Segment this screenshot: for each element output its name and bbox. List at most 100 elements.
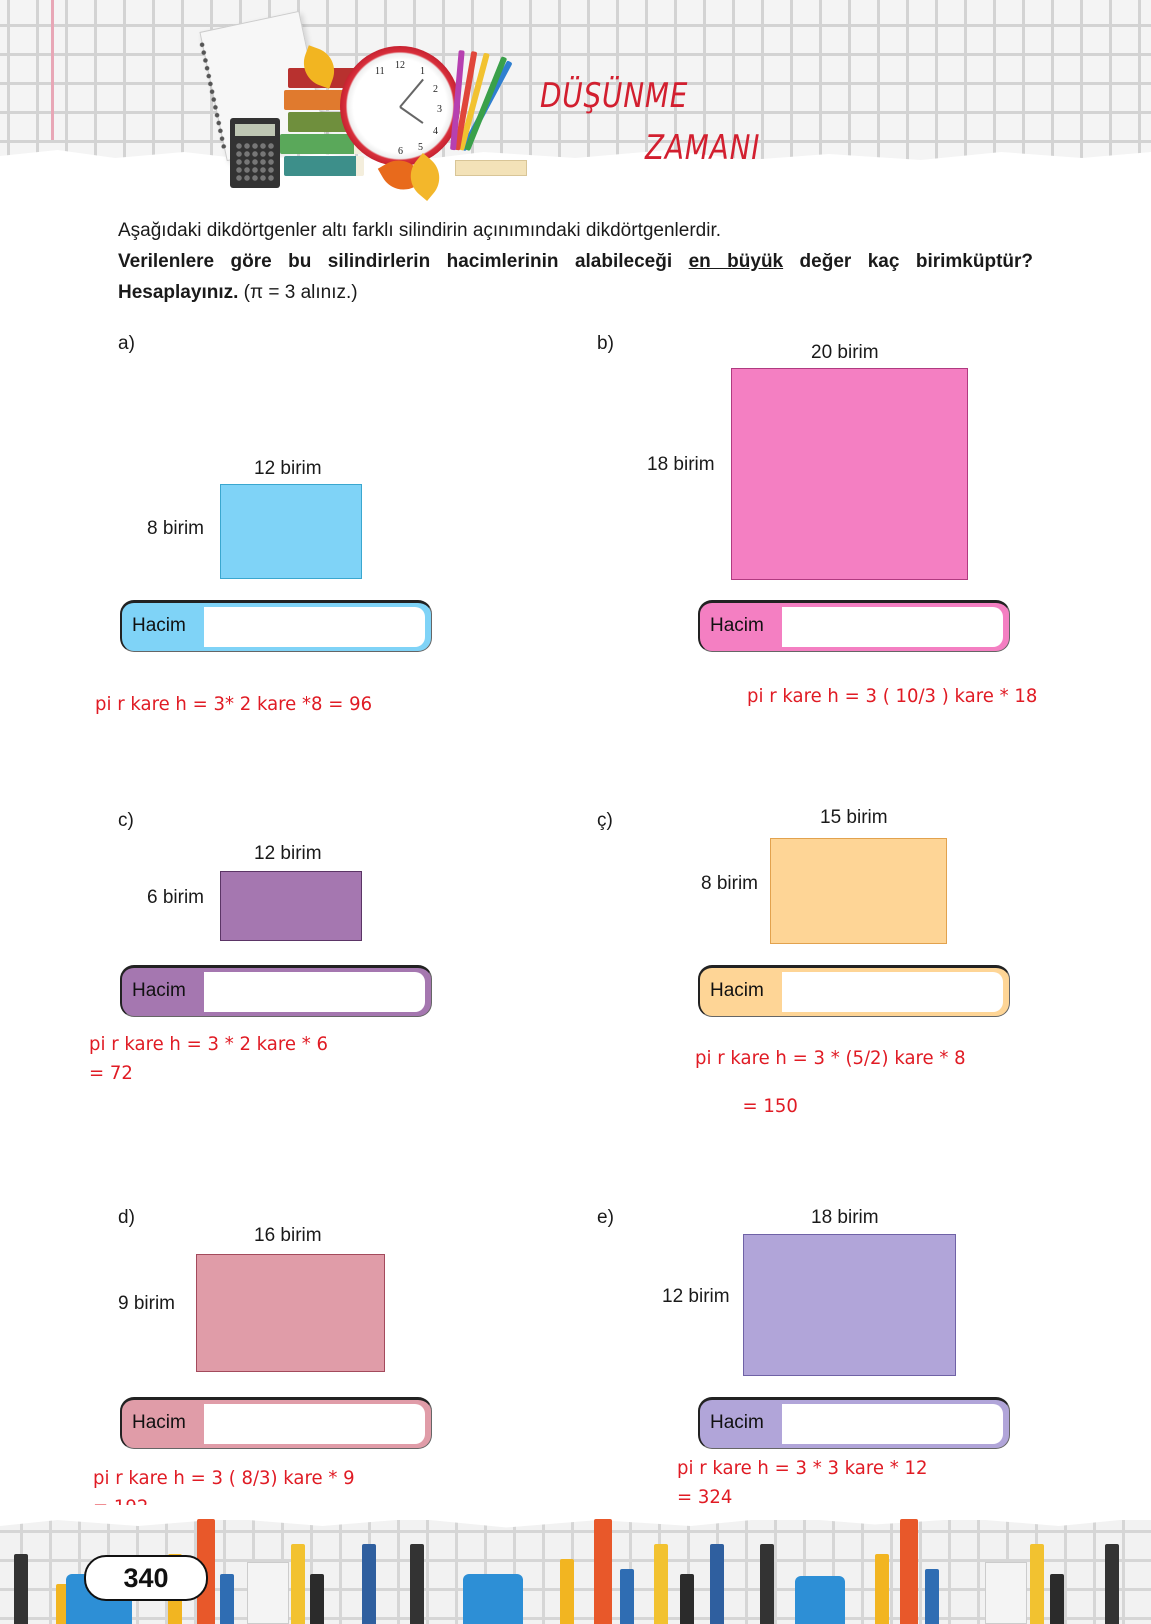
fountain-pen-icon (680, 1574, 694, 1624)
hacim-label: Hacim (710, 980, 764, 1001)
calculator-icon (230, 118, 280, 188)
answer-line: pi r kare h = 3* 2 kare *8 = 96 (95, 693, 373, 715)
question-text: Aşağıdaki dikdörtgenler altı farklı sili… (118, 215, 1033, 308)
colored-pencils-icon (450, 50, 513, 160)
hacim-input-d[interactable] (204, 1404, 425, 1444)
pencil-icon (220, 1574, 234, 1624)
ruler-icon (247, 1562, 289, 1624)
rectangle-a (220, 484, 362, 579)
clock-number: 11 (375, 66, 385, 77)
height-label: 8 birim (701, 873, 759, 894)
clock-number: 5 (418, 142, 423, 153)
hacim-box: Hacim (698, 1397, 1010, 1449)
handwritten-answer: pi r kare h = 3* 2 kare *8 = 96 (95, 690, 372, 719)
answer-line: = 72 (89, 1062, 133, 1084)
rectangle-c (220, 871, 362, 941)
hacim-label: Hacim (132, 980, 186, 1001)
width-label: 20 birim (811, 342, 879, 363)
height-label: 6 birim (147, 887, 205, 908)
hacim-input-c-cedilla[interactable] (782, 972, 1003, 1012)
answer-line: pi r kare h = 3 * 3 kare * 12 (677, 1457, 928, 1479)
problem-label: d) (118, 1207, 135, 1228)
pencil-icon (291, 1544, 305, 1624)
pencil-icon (620, 1569, 634, 1624)
clock-number: 2 (433, 84, 438, 95)
answer-line: = 324 (677, 1486, 733, 1508)
answer-line: pi r kare h = 3 ( 8/3) kare * 9 (93, 1467, 355, 1489)
pencil-icon (1105, 1544, 1119, 1624)
problem-label: ç) (597, 810, 613, 831)
header-illustration: 12 1 2 3 4 5 6 11 (196, 10, 540, 201)
question-line3: Hesaplayınız. (π = 3 alınız.) (118, 277, 1033, 308)
width-label: 12 birim (254, 458, 322, 479)
handwritten-answer: pi r kare h = 3 * 2 kare * 6 = 72 (89, 1030, 328, 1088)
handwritten-answer: pi r kare h = 3 * (5/2) kare * 8 = 150 (695, 1044, 966, 1121)
pencil-icon (760, 1544, 774, 1624)
rectangle-c-cedilla (770, 838, 947, 944)
pencil-icon (362, 1544, 376, 1624)
pencil-icon (560, 1559, 574, 1624)
problem-label: e) (597, 1207, 614, 1228)
hacim-label: Hacim (132, 615, 186, 636)
footer-torn-edge (0, 1505, 1151, 1528)
height-label: 9 birim (118, 1293, 176, 1314)
question-line1: Aşağıdaki dikdörtgenler altı farklı sili… (118, 220, 722, 241)
ruler-icon (455, 160, 527, 176)
handwritten-answer: pi r kare h = 3 ( 10/3 ) kare * 18 (747, 682, 1037, 711)
ruler-icon (795, 1576, 845, 1624)
hacim-input-c[interactable] (204, 972, 425, 1012)
hacim-box: Hacim (120, 600, 432, 652)
width-label: 12 birim (254, 843, 322, 864)
clock-number: 4 (433, 126, 438, 137)
height-label: 8 birim (147, 518, 205, 539)
width-label: 15 birim (820, 807, 888, 828)
clock-icon: 12 1 2 3 4 5 6 11 (340, 46, 460, 166)
hacim-label: Hacim (132, 1412, 186, 1433)
emphasis-underlined: en büyük (688, 251, 784, 272)
page-title-line1: DÜŞÜNME (540, 76, 689, 116)
rectangle-e (743, 1234, 956, 1376)
page-title-line2: ZAMANI (645, 128, 761, 168)
problem-label: a) (118, 333, 135, 354)
pencil-icon (925, 1569, 939, 1624)
pen-icon (900, 1519, 918, 1624)
fountain-pen-icon (310, 1574, 324, 1624)
question-line3-note: (π = 3 alınız.) (238, 282, 358, 303)
hacim-box: Hacim (698, 600, 1010, 652)
pencil-icon (710, 1544, 724, 1624)
pen-icon (594, 1519, 612, 1624)
pencil-icon (875, 1554, 889, 1624)
pencil-icon (410, 1544, 424, 1624)
problem-label: c) (118, 810, 134, 831)
clock-number: 1 (420, 66, 425, 77)
problem-label: b) (597, 333, 614, 354)
fountain-pen-icon (1050, 1574, 1064, 1624)
question-line2: Verilenlere göre bu silindirlerin haciml… (118, 246, 1033, 277)
hacim-input-e[interactable] (782, 1404, 1003, 1444)
height-label: 12 birim (662, 1286, 730, 1307)
width-label: 18 birim (811, 1207, 879, 1228)
question-line3-bold: Hesaplayınız. (118, 282, 239, 303)
answer-line: pi r kare h = 3 * 2 kare * 6 (89, 1033, 328, 1055)
width-label: 16 birim (254, 1225, 322, 1246)
ruler-icon (985, 1562, 1027, 1624)
question-line2-end: değer kaç birimküptür? (783, 251, 1034, 272)
hacim-input-a[interactable] (204, 607, 425, 647)
hacim-box: Hacim (120, 1397, 432, 1449)
header-margin-line (51, 0, 54, 140)
answer-line: pi r kare h = 3 ( 10/3 ) kare * 18 (747, 685, 1038, 707)
hacim-input-b[interactable] (782, 607, 1003, 647)
hacim-label: Hacim (710, 615, 764, 636)
pencil-icon (1030, 1544, 1044, 1624)
header-graph-paper (0, 0, 1151, 160)
rectangle-d (196, 1254, 385, 1372)
rectangle-b (731, 368, 968, 580)
hacim-box: Hacim (698, 965, 1010, 1017)
handwritten-answer: pi r kare h = 3 * 3 kare * 12 = 324 (677, 1454, 927, 1512)
hacim-box: Hacim (120, 965, 432, 1017)
answer-line: = 150 (742, 1095, 798, 1117)
clock-number: 3 (437, 104, 442, 115)
clock-number: 12 (395, 60, 405, 71)
page-number: 340 (84, 1555, 208, 1601)
ruler-icon (463, 1574, 523, 1624)
